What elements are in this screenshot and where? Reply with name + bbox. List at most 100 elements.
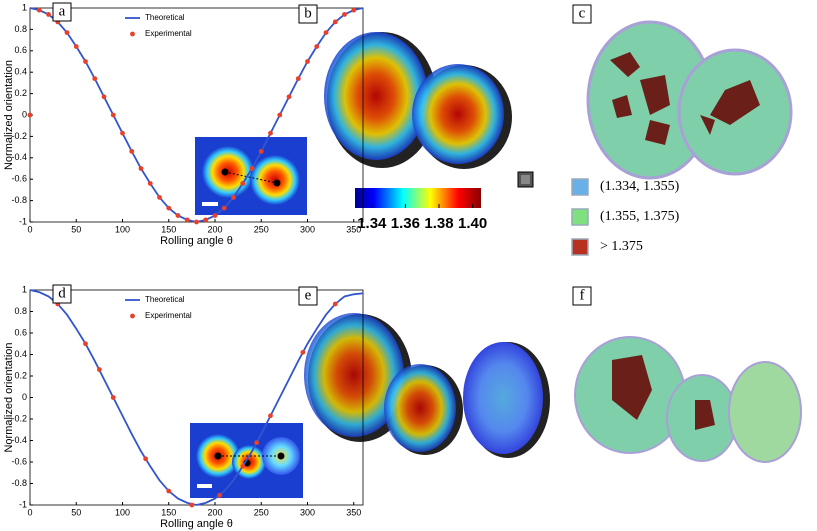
x-tick-label: 0	[27, 507, 32, 517]
x-tick-label: 250	[254, 507, 269, 517]
experimental-point	[277, 112, 283, 118]
x-tick-label: 100	[115, 507, 130, 517]
experimental-point	[83, 341, 88, 347]
x-tick-label: 50	[71, 507, 81, 517]
experimental-point	[221, 205, 227, 211]
y-tick-label: -0.6	[11, 456, 27, 466]
experimental-point	[46, 12, 51, 17]
y-tick-label: -1	[19, 216, 27, 226]
experimental-point	[286, 94, 292, 100]
x-tick-label: 250	[254, 224, 269, 234]
y-tick-label: 1	[22, 284, 27, 294]
experimental-point	[120, 130, 125, 136]
experimental-point	[258, 148, 264, 154]
experimental-point	[27, 112, 33, 118]
experimental-point	[110, 395, 116, 400]
cell-render	[586, 20, 793, 180]
experimental-point	[101, 94, 107, 100]
y-tick-label: -0.8	[11, 195, 27, 205]
panel-letter-box	[52, 284, 72, 304]
y-axis-label: Normalized orientation	[3, 60, 15, 170]
colorbar-label: 1.34	[357, 215, 387, 232]
y-tick-label: -0.2	[11, 131, 27, 141]
legend-swatch	[130, 313, 135, 319]
panel-letter: e	[305, 287, 312, 303]
experimental-point	[73, 44, 79, 49]
inset-image	[195, 137, 307, 215]
experimental-point	[342, 12, 347, 17]
experimental-point	[212, 213, 218, 218]
experimental-point	[110, 112, 116, 118]
x-tick-label: 50	[71, 224, 81, 234]
colorbar-label: 1.36	[391, 215, 420, 232]
cube-icon	[517, 171, 534, 188]
y-tick-label: 0.8	[14, 24, 27, 34]
y-tick-label: 0.2	[14, 370, 27, 380]
experimental-point	[96, 367, 102, 372]
legend-swatch	[571, 208, 589, 226]
y-tick-label: 0	[22, 392, 27, 402]
experimental-point	[189, 502, 195, 508]
legend-swatch	[571, 238, 589, 256]
y-axis-label: Normalized orientation	[3, 342, 15, 452]
panel-letter: a	[59, 3, 66, 19]
experimental-point	[83, 59, 88, 64]
experimental-point	[332, 19, 338, 25]
y-tick-label: -0.6	[11, 174, 27, 184]
panel-letter: d	[58, 285, 66, 301]
y-tick-label: 0.6	[14, 327, 27, 337]
experimental-point	[184, 217, 190, 223]
x-tick-label: 150	[161, 507, 176, 517]
panel-letter-box	[572, 4, 592, 24]
panel-letter-box	[298, 286, 318, 306]
legend-label: Theoretical	[145, 295, 185, 304]
experimental-point	[231, 194, 236, 200]
x-tick-label: 200	[207, 224, 222, 234]
experimental-point	[217, 492, 223, 498]
cell-render	[574, 336, 802, 463]
experimental-point	[166, 205, 172, 211]
y-tick-label: 0.4	[14, 67, 27, 77]
y-tick-label: 0.8	[14, 306, 27, 316]
experimental-point	[240, 463, 246, 469]
legend-label: Theoretical	[145, 13, 185, 22]
y-tick-label: 0.2	[14, 88, 27, 98]
legend-swatch	[130, 31, 135, 37]
experimental-point	[249, 166, 255, 171]
experimental-point	[138, 166, 144, 171]
experimental-point	[351, 7, 357, 13]
experimental-point	[314, 44, 320, 49]
x-axis-label: Rolling angle θ	[160, 235, 233, 247]
y-tick-label: -0.8	[11, 478, 27, 488]
x-tick-label: 0	[27, 224, 32, 234]
y-tick-label: 0	[22, 109, 27, 119]
experimental-point	[194, 219, 199, 225]
x-tick-label: 350	[346, 507, 361, 517]
experimental-point	[92, 76, 98, 82]
panel-letter-box	[298, 4, 318, 24]
y-tick-label: 1	[22, 2, 27, 12]
experimental-point	[295, 76, 301, 82]
experimental-point	[305, 59, 310, 64]
experimental-point	[254, 440, 260, 446]
legend-label: > 1.375	[600, 239, 643, 254]
y-tick-label: 0.4	[14, 349, 27, 359]
experimental-point	[323, 30, 329, 36]
cell-render	[304, 313, 550, 458]
legend-label: (1.355, 1.375)	[600, 209, 680, 224]
experimental-point	[332, 301, 338, 307]
experimental-point	[143, 456, 149, 462]
x-tick-label: 300	[300, 507, 315, 517]
panel-letter-box	[52, 2, 72, 22]
experimental-point	[268, 413, 273, 419]
cell-render	[324, 32, 512, 169]
legend-swatch	[571, 178, 589, 196]
y-tick-label: -0.4	[11, 435, 27, 445]
experimental-point	[203, 217, 209, 223]
legend-label: Experimental	[145, 311, 192, 320]
y-tick-label: -0.4	[11, 152, 27, 162]
experimental-point	[166, 488, 172, 494]
panel-letter-box	[572, 286, 592, 306]
experimental-point	[64, 30, 70, 36]
